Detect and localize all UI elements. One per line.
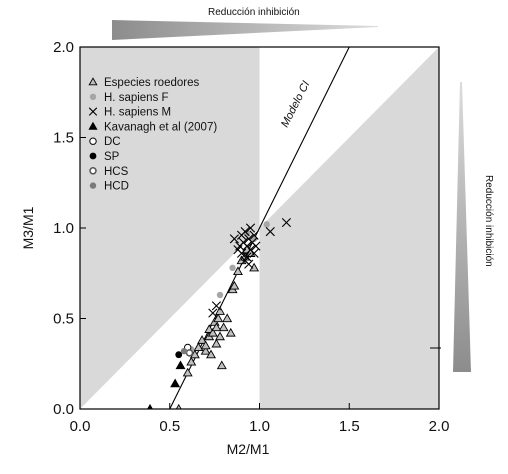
- top-reduction-wedge: [112, 20, 378, 40]
- y-tick-label: 0.0: [53, 401, 74, 418]
- point-h-sapiens-m-3: [236, 248, 247, 258]
- y-tick-label: 0.5: [53, 311, 74, 328]
- point-especies-roedores-14: [215, 306, 225, 315]
- x-tick-label: 0.5: [159, 418, 180, 435]
- x-axis-title: M2/M1: [227, 441, 270, 457]
- point-especies-roedores-18: [225, 327, 236, 337]
- right-annotation: Reducción inhibición: [483, 175, 494, 267]
- legend-label-h-sapiens-f: H. sapiens F: [104, 92, 169, 104]
- top-annotation: Reducción inhibición: [208, 7, 300, 18]
- legend-label-sp: SP: [104, 151, 120, 163]
- point-h-sapiens-m-15: [236, 230, 247, 240]
- legend-marker-h-sapiens-f: [89, 93, 97, 101]
- point-h-sapiens-f-4: [263, 221, 270, 228]
- shaded-region-upper-left: [80, 47, 260, 409]
- legend-label-hcs: HCS: [104, 166, 129, 178]
- axes: 0.00.0 0.5 0.5 1.0 1.0 1.5 1.5 2.0 2.0: [53, 39, 449, 435]
- legend-marker-hcd: [89, 182, 97, 189]
- point-especies-roedores-6: [200, 345, 211, 355]
- point-especies-roedores-12: [213, 313, 224, 323]
- point-especies-roedores-21: [232, 266, 243, 276]
- point-h-sapiens-m-21: [211, 301, 222, 311]
- point-especies-roedores-5: [197, 335, 208, 344]
- point-especies-roedores-17: [222, 313, 233, 323]
- point-especies-roedores-27: [200, 340, 211, 350]
- point-especies-roedores-4: [193, 342, 204, 352]
- point-especies-roedores-13: [215, 331, 225, 341]
- point-h-sapiens-m-14: [251, 241, 261, 251]
- shaded-region-lower-right: [259, 47, 439, 409]
- point-especies-roedores-1: [182, 367, 193, 377]
- point-h-sapiens-m-10: [245, 223, 256, 233]
- y-tick-label: 2.0: [53, 39, 74, 56]
- legend-label-hcd: HCD: [104, 181, 129, 193]
- right-reduction-wedge: [453, 82, 471, 372]
- x-tick-label: 1.5: [339, 418, 360, 435]
- point-h-sapiens-m-20: [208, 308, 218, 318]
- legend-marker-kavanagh-et-al-2007: [88, 121, 98, 130]
- point-especies-roedores-11: [211, 338, 222, 348]
- x-tick-label: 1.0: [249, 418, 270, 435]
- legend: Especies roedores H. sapiens F H. sapiens …: [88, 77, 217, 193]
- point-sp-0: [175, 351, 183, 359]
- point-especies-roedores-16: [218, 322, 229, 332]
- legend-marker-sp: [89, 152, 97, 160]
- legend-marker-h-sapiens-m: [88, 107, 98, 116]
- point-h-sapiens-m-12: [249, 248, 259, 258]
- point-hcs-0: [185, 349, 194, 357]
- legend-label-dc: DC: [104, 136, 121, 148]
- legend-marker-dc: [89, 137, 97, 145]
- legend-marker-especies-roedores: [88, 77, 98, 86]
- point-kavanagh-et-al-2007-2: [175, 360, 186, 370]
- y-tick-label: 1.5: [53, 130, 74, 147]
- data-points: [147, 217, 292, 409]
- point-especies-roedores-20: [229, 280, 240, 290]
- y-axis-title: M3/M1: [20, 206, 36, 249]
- point-especies-roedores-28: [206, 349, 217, 359]
- point-hcd-0: [180, 347, 188, 355]
- point-h-sapiens-m-18: [265, 227, 275, 237]
- plot-area: [80, 47, 439, 409]
- shaded-regions: [80, 47, 439, 409]
- point-h-sapiens-m-19: [281, 217, 292, 228]
- legend-label-h-sapiens-m: H. sapiens M: [104, 107, 171, 119]
- y-tick-label: 1.0: [53, 220, 74, 237]
- x-tick-label: 2.0: [429, 418, 450, 435]
- point-especies-roedores-15: [216, 360, 227, 370]
- point-h-sapiens-m-17: [244, 259, 254, 269]
- x-tick-label: 0.0: [70, 418, 91, 435]
- point-h-sapiens-m-0: [229, 234, 239, 244]
- point-h-sapiens-f-2: [229, 264, 236, 272]
- legend-label-kavanagh-et-al-2007: Kavanagh et al (2007): [104, 121, 217, 133]
- point-h-sapiens-f-1: [216, 291, 224, 299]
- point-kavanagh-et-al-2007-1: [170, 378, 181, 388]
- point-h-sapiens-m-13: [249, 230, 259, 240]
- point-especies-roedores-2: [186, 356, 197, 366]
- point-especies-roedores-29: [211, 322, 222, 332]
- point-especies-roedores-9: [207, 327, 218, 337]
- legend-label-especies-roedores: Especies roedores: [104, 77, 199, 89]
- legend-marker-hcs: [89, 167, 97, 175]
